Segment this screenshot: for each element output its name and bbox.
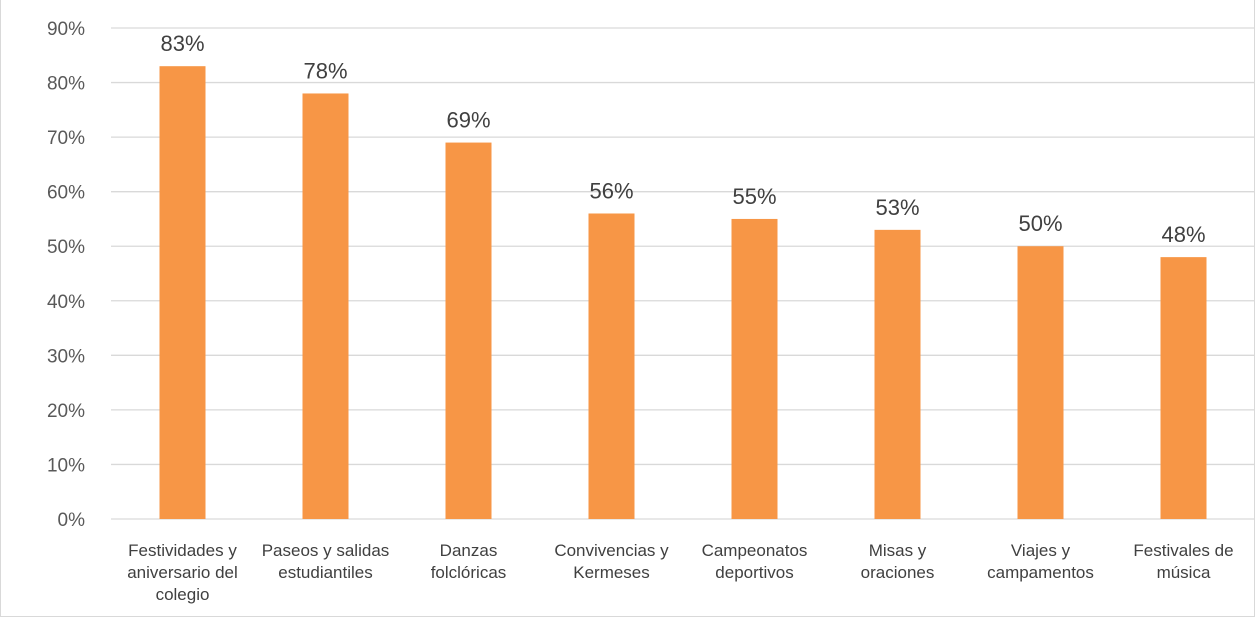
x-tick-label: Festividades y aniversario del colegio <box>127 541 238 604</box>
data-label: 55% <box>732 184 776 209</box>
y-tick-label: 90% <box>47 19 85 40</box>
data-label: 78% <box>303 58 347 83</box>
y-tick-label: 20% <box>47 401 85 422</box>
bar <box>1017 246 1064 519</box>
x-tick-label: Paseos y salidas estudiantiles <box>262 541 390 582</box>
x-tick-label: Danzas folclóricas <box>431 541 507 582</box>
gridlines <box>111 27 1255 520</box>
y-tick-label: 80% <box>47 74 85 95</box>
bar <box>588 213 635 519</box>
data-labels: 83% 78% 69% 56% 55% 53% 50% 48% <box>160 31 1205 247</box>
y-tick-label: 0% <box>58 510 86 531</box>
bar <box>445 142 492 520</box>
bar <box>1160 257 1207 519</box>
y-tick-label: 60% <box>47 183 85 204</box>
bar <box>159 66 206 519</box>
x-tick-label: Festivales de música <box>1133 541 1233 582</box>
y-axis-ticks: 0% 10% 20% 30% 40% 50% 60% 70% 80% 90% <box>47 19 85 531</box>
x-axis-ticks: Festividades y aniversario del colegio Pase… <box>127 541 1233 604</box>
bar <box>302 93 349 519</box>
x-tick-label: Convivencias y Kermeses <box>554 541 669 582</box>
bar <box>874 229 921 519</box>
y-tick-label: 30% <box>47 346 85 367</box>
x-tick-label: Viajes y campamentos <box>987 541 1094 582</box>
y-tick-label: 40% <box>47 292 85 313</box>
y-tick-label: 70% <box>47 128 85 149</box>
y-tick-label: 50% <box>47 237 85 258</box>
x-tick-label: Misas y oraciones <box>861 541 935 582</box>
data-label: 56% <box>589 178 633 203</box>
y-tick-label: 10% <box>47 455 85 476</box>
data-label: 69% <box>446 108 490 133</box>
data-label: 53% <box>875 195 919 220</box>
bar <box>731 218 778 519</box>
x-tick-label: Campeonatos deportivos <box>702 541 808 582</box>
data-label: 50% <box>1018 211 1062 236</box>
data-label: 48% <box>1161 222 1205 247</box>
bars <box>159 66 1207 520</box>
data-label: 83% <box>160 31 204 56</box>
